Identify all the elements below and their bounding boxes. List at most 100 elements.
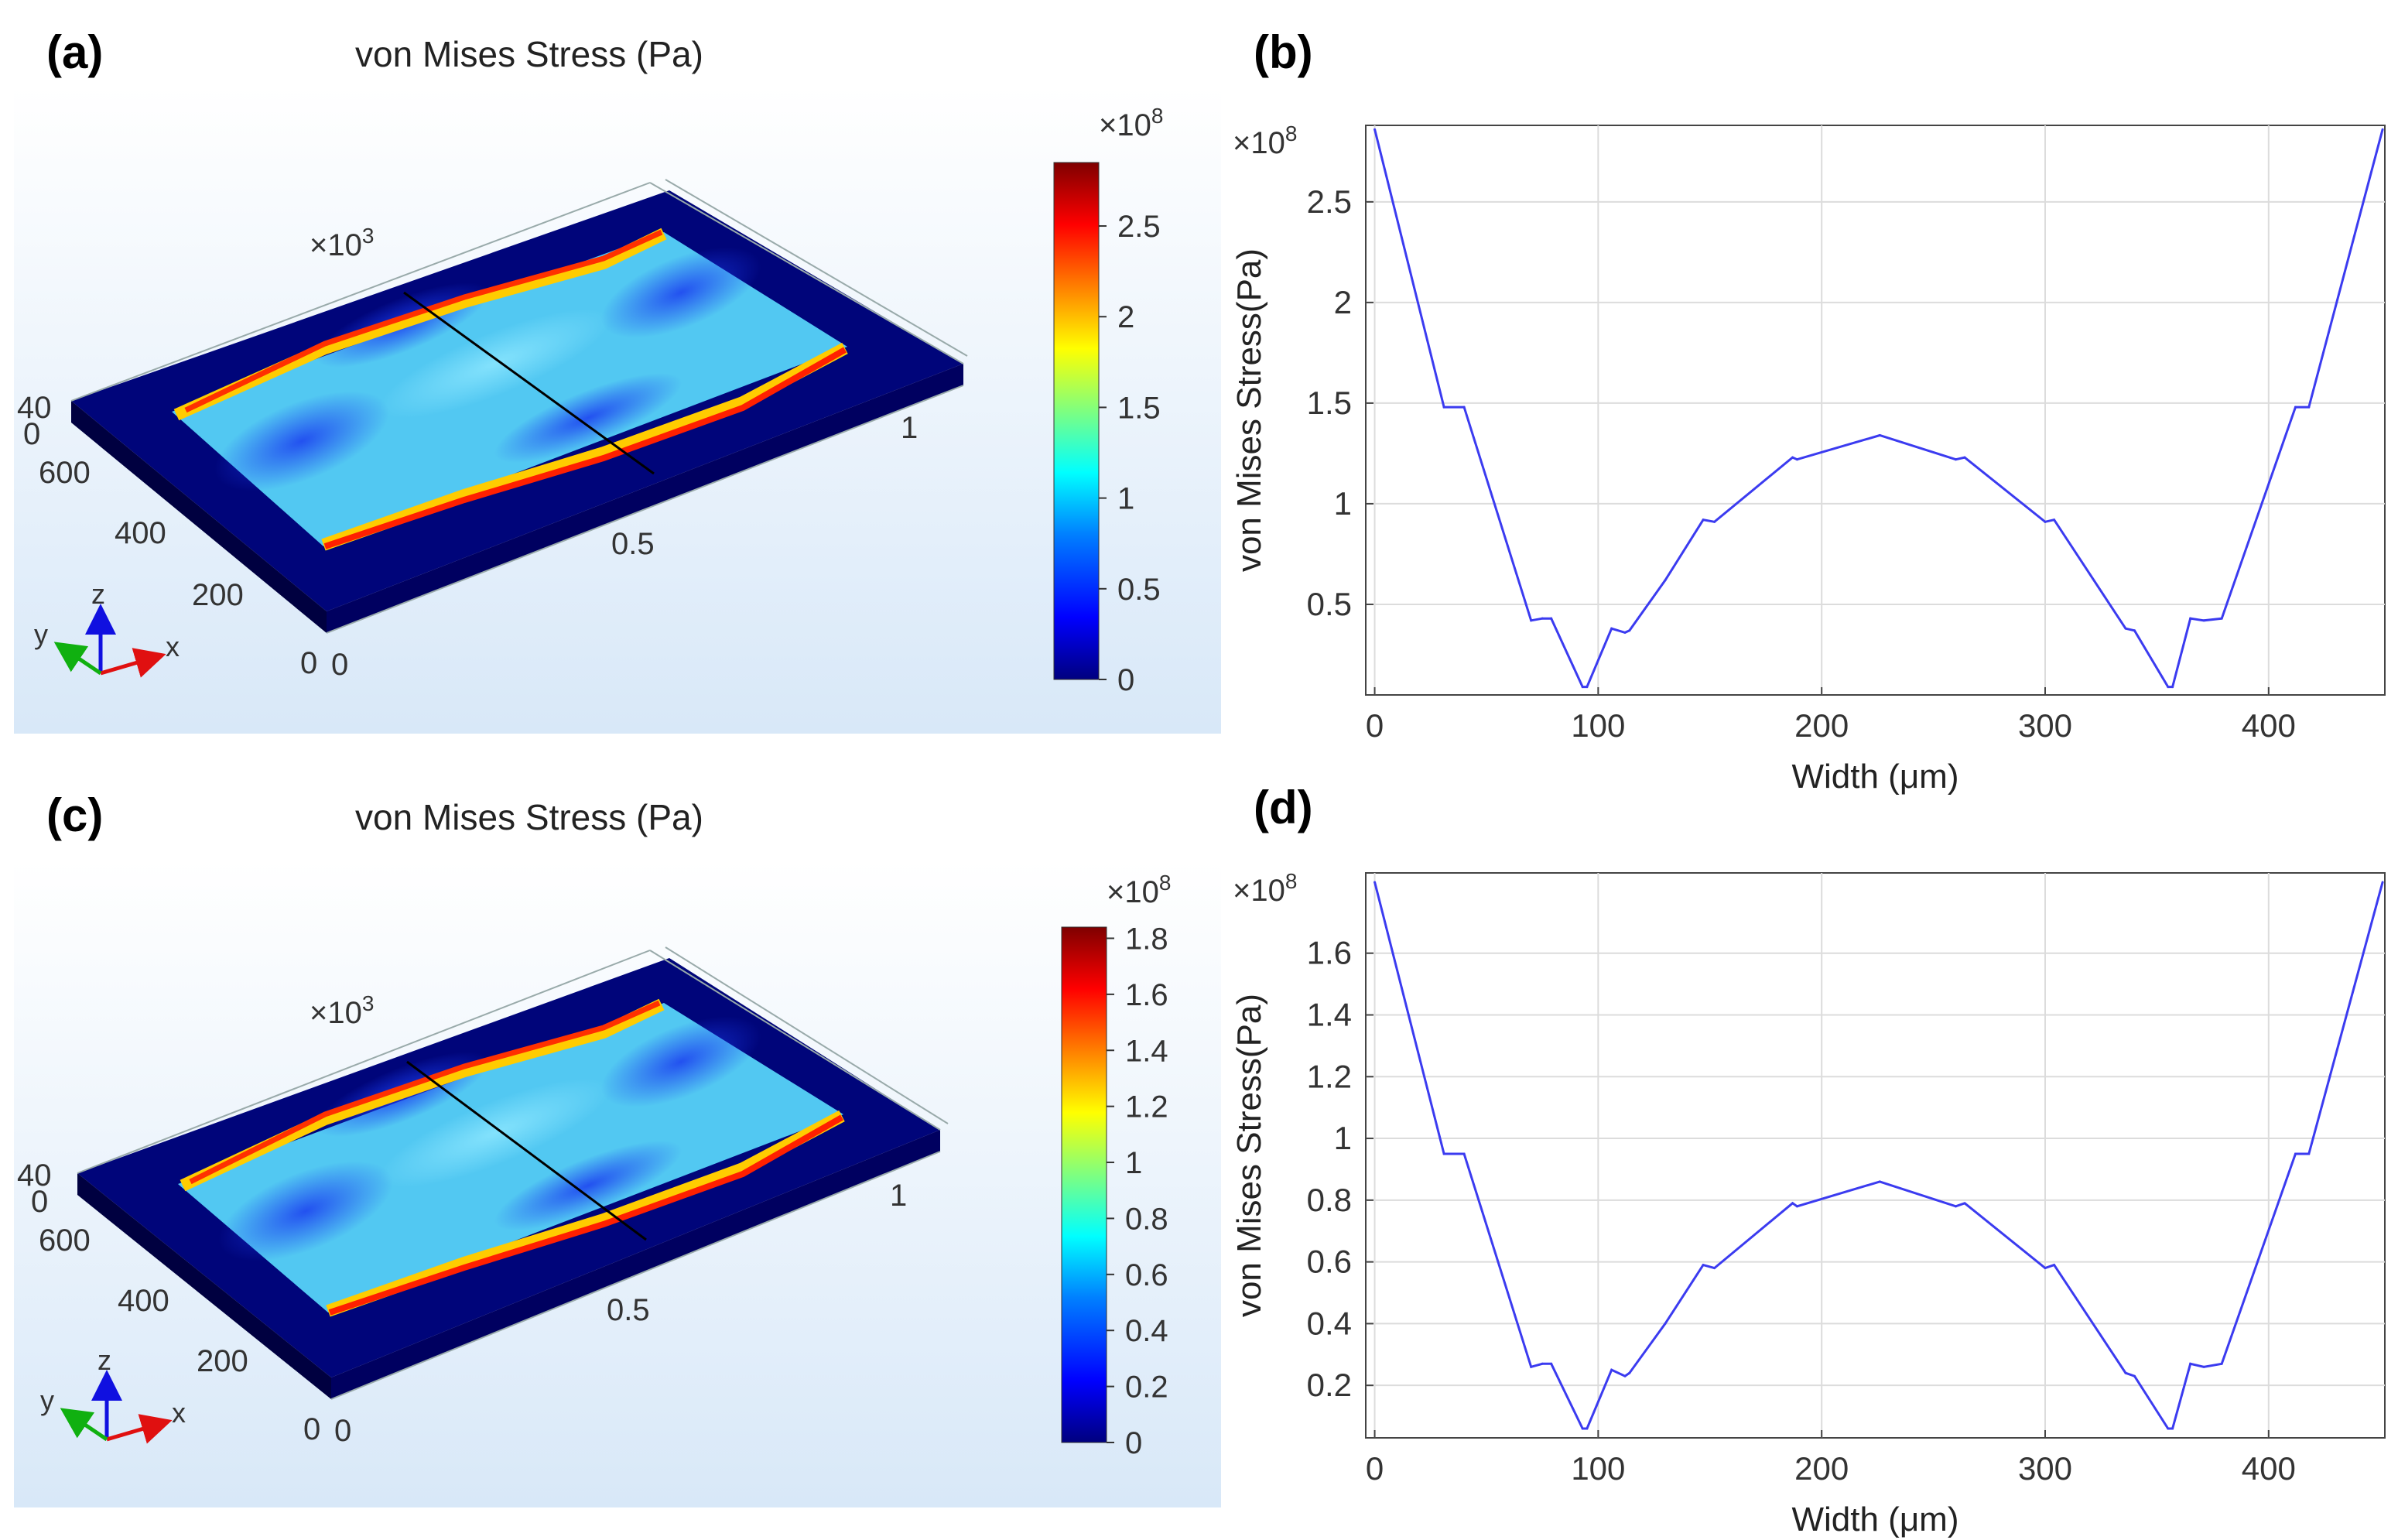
x-tick-0: 0 — [331, 648, 348, 682]
data-point — [2044, 1267, 2047, 1270]
data-point — [1550, 1362, 1553, 1365]
data-point — [1541, 1362, 1544, 1365]
data-point — [1581, 1427, 1584, 1430]
data-point — [1442, 406, 1445, 409]
y-tick-label: 0.4 — [1307, 1305, 1352, 1341]
panel-label: (a) — [46, 26, 103, 78]
y-tick-label: 1 — [1334, 1120, 1352, 1156]
colorbar-tick-label: 1.2 — [1125, 1090, 1168, 1124]
data-point — [2171, 1427, 2174, 1430]
x-tick-label: 100 — [1571, 1450, 1625, 1487]
data-point — [1664, 579, 1667, 582]
x-tick-0: 0 — [334, 1414, 351, 1448]
data-point — [1610, 1368, 1613, 1371]
y-tick-label: 0.5 — [1307, 586, 1352, 622]
x-tick-label: 400 — [2242, 1450, 2296, 1487]
y-tick-200: 200 — [192, 578, 244, 612]
line-chart-d: 0 100 200 300 400 0.2 0.4 0.6 0.8 1 1.2 1.4 1.6 ×108 W… — [1230, 869, 2386, 1538]
data-point — [2307, 1152, 2311, 1155]
data-point — [1610, 627, 1613, 630]
data-point — [1954, 458, 1957, 461]
data-point — [1713, 1267, 1716, 1270]
y-tick-label: 2.5 — [1307, 183, 1352, 220]
y-tick-400: 400 — [115, 516, 166, 550]
z-tick-zero: 0 — [23, 417, 40, 451]
data-point — [1791, 456, 1794, 459]
colorbar: ×108 2.5 2 1.5 1 0.5 0 — [1053, 104, 1163, 697]
x-tick-label: 0 — [1366, 1450, 1384, 1487]
data-point — [2189, 1362, 2192, 1365]
data-point — [1713, 520, 1716, 523]
data-point — [2381, 128, 2384, 131]
colorbar-tick-label: 2.5 — [1117, 210, 1161, 244]
data-point — [2202, 1365, 2205, 1368]
y-tick-600: 600 — [39, 456, 91, 490]
data-point — [2133, 629, 2136, 632]
data-point — [2220, 617, 2223, 620]
y-tick-label: 0.8 — [1307, 1182, 1352, 1218]
data-point — [1628, 629, 1631, 632]
axis-triad: z x y — [34, 578, 180, 678]
triad-y-label: y — [40, 1384, 54, 1416]
panel-a: (a) von Mises Stress (Pa) — [14, 26, 1221, 734]
colorbar: ×108 1.8 1.6 1.4 1.2 1 0.8 0.6 0.4 0.2 0 — [1061, 871, 1171, 1460]
axis-triad: z x y — [40, 1344, 186, 1444]
slab-3d — [77, 946, 949, 1400]
y-tick-label: 0.6 — [1307, 1244, 1352, 1280]
data-point — [1586, 686, 1589, 689]
colorbar-tick-label: 0 — [1117, 663, 1134, 697]
z-tick-zero: 0 — [31, 1185, 48, 1219]
data-point — [1795, 1205, 1798, 1208]
y-tick-label: 2 — [1334, 284, 1352, 320]
panel-label: (c) — [46, 789, 103, 841]
data-point — [1541, 617, 1544, 620]
data-point — [2167, 686, 2170, 689]
data-point — [1373, 881, 1377, 884]
data-point — [1462, 1152, 1466, 1155]
data-point — [2124, 1371, 2127, 1374]
y-tick-200: 200 — [197, 1344, 248, 1378]
triad-z-label: z — [97, 1344, 111, 1376]
data-point — [2167, 1427, 2170, 1430]
data-point — [2053, 518, 2056, 522]
data-point — [1530, 1365, 1533, 1368]
data-point — [2044, 520, 2047, 523]
y-multiplier: ×108 — [1233, 869, 1297, 908]
colorbar-tick-label: 1 — [1125, 1146, 1142, 1180]
y-axis-label: von Mises Stress(Pa) — [1230, 994, 1268, 1317]
colorbar-tick-label: 0.4 — [1125, 1314, 1168, 1348]
data-point — [1664, 1322, 1667, 1325]
data-point — [2133, 1374, 2136, 1377]
axis-multiplier: ×103 — [310, 224, 374, 262]
data-point — [1550, 617, 1553, 620]
data-point — [1373, 128, 1377, 131]
x-tick-label: 100 — [1571, 707, 1625, 744]
x-tick-label: 300 — [2018, 1450, 2072, 1487]
x-axis-arrow-icon — [106, 1414, 173, 1444]
z-tick-top: 40 — [17, 1158, 52, 1193]
plot-area — [1365, 125, 2386, 696]
data-point — [1702, 518, 1705, 522]
y-axis-arrow-icon — [60, 1408, 108, 1442]
panel-c: (c) von Mises Stress (Pa) ×10 — [14, 789, 1221, 1507]
colorbar-tick-label: 1.6 — [1125, 978, 1168, 1012]
data-point — [2053, 1264, 2056, 1267]
origin-tick: 0 — [300, 646, 317, 680]
y-tick-label: 1.2 — [1307, 1058, 1352, 1094]
data-point — [2294, 406, 2297, 409]
x-axis-label: Width (μm) — [1791, 758, 1958, 796]
data-point — [1795, 458, 1798, 461]
plot-area — [1365, 872, 2386, 1439]
data-point — [2171, 686, 2174, 689]
data-point — [2307, 406, 2311, 409]
x-axis-label: Width (μm) — [1791, 1501, 1958, 1538]
triad-x-label: x — [166, 631, 180, 662]
colorbar-tick-label: 1.5 — [1117, 391, 1161, 425]
x-tick-0-5: 0.5 — [611, 527, 655, 561]
data-point — [2220, 1362, 2223, 1365]
data-point — [1623, 1374, 1627, 1377]
data-point — [1442, 1152, 1445, 1155]
x-tick-label: 300 — [2018, 707, 2072, 744]
data-point — [2381, 881, 2384, 884]
